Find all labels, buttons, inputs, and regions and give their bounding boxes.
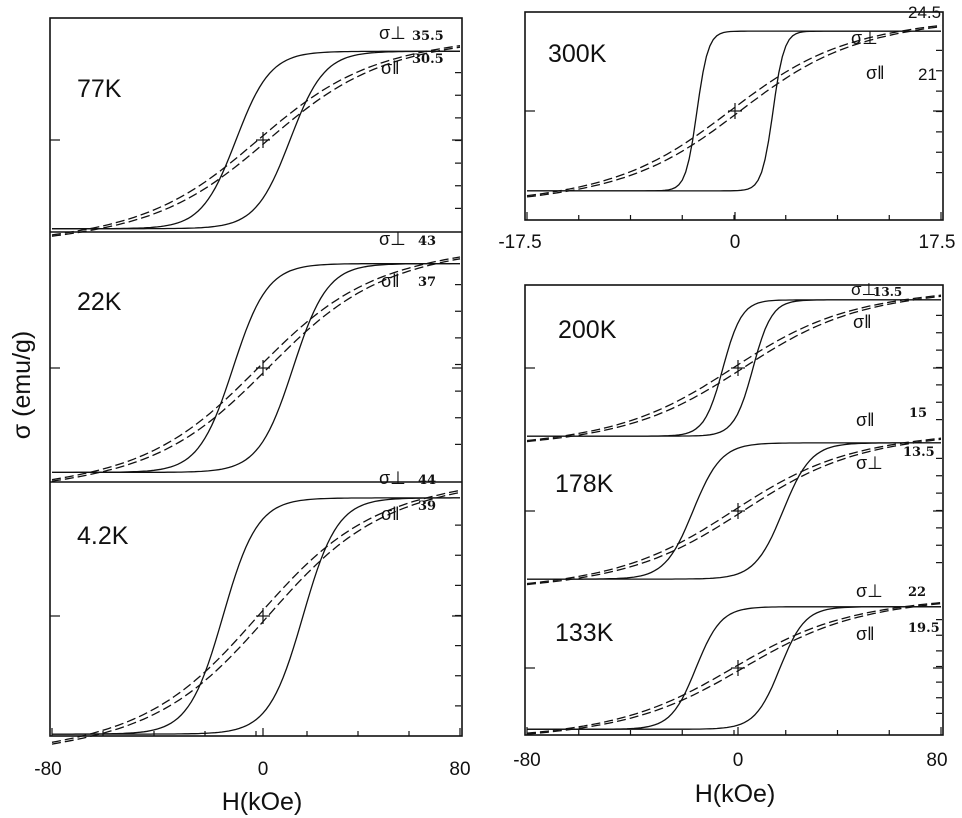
- temp-label-300k: 300K: [548, 40, 607, 68]
- temp-label-133k: 133K: [555, 619, 614, 647]
- y-axis-title: σ (emu/g): [8, 331, 36, 440]
- value-label-77k-perp: 35.5: [412, 29, 444, 44]
- value-label-77k-par: 30.5: [412, 52, 444, 67]
- right-x-tick-0: 0: [733, 750, 744, 771]
- temp-label-178k: 178K: [555, 470, 614, 498]
- perp-branch-down-178k: [527, 442, 941, 580]
- ticks-layer: [50, 49, 943, 736]
- left-plot-frame: [49, 17, 463, 737]
- curves-layer: [51, 24, 942, 745]
- sigma-perp-label-300k: σ⊥: [851, 28, 878, 48]
- right-x-tick-80: 80: [926, 750, 947, 771]
- sigma-par-label-133k: σ‖: [856, 624, 875, 644]
- value-label-4k-par: 39: [418, 499, 436, 514]
- perp-branch-down-300k: [527, 30, 941, 192]
- sigma-par-label-178k: σ‖: [856, 410, 875, 430]
- sigma-par-label-4k: σ‖: [381, 504, 400, 524]
- right-x-axis-title: H(kOe): [695, 780, 776, 808]
- value-label-178k-perp: 13.5: [903, 445, 935, 460]
- value-label-300k-perp: 24.5: [908, 3, 941, 22]
- right-top-x-tick-neg: -17.5: [498, 232, 541, 253]
- left-x-tick-80: 80: [449, 759, 470, 780]
- perp-branch-down-77k: [52, 50, 460, 230]
- value-label-22k-par: 37: [418, 275, 436, 290]
- value-label-133k-par: 19.5: [908, 621, 940, 636]
- par-branch-down-77k: [51, 45, 461, 236]
- temp-label-22k: 22K: [77, 288, 122, 316]
- temp-label-200k: 200K: [558, 316, 617, 344]
- temp-label-77k: 77K: [77, 75, 122, 103]
- perp-branch-down-133k: [527, 606, 941, 730]
- sigma-perp-label-77k: σ⊥: [379, 23, 406, 43]
- sigma-perp-label-200k: σ⊥: [851, 280, 876, 299]
- perp-branch-down-4k: [52, 497, 460, 735]
- sigma-par-label-300k: σ‖: [866, 63, 885, 83]
- right-x-tick-neg80: -80: [513, 750, 540, 771]
- right-top-x-tick-pos: 17.5: [919, 232, 956, 253]
- perp-branch-down-22k: [52, 262, 460, 474]
- par-branch-up-4k: [51, 491, 461, 745]
- sigma-perp-label-133k: σ⊥: [856, 581, 883, 601]
- value-label-200k-perp: 13.5: [873, 285, 902, 299]
- value-label-4k-perp: 44: [418, 473, 436, 488]
- left-x-axis-title: H(kOe): [222, 788, 303, 816]
- par-branch-up-178k: [526, 438, 942, 586]
- sigma-par-label-77k: σ‖: [381, 58, 400, 78]
- sigma-perp-label-4k: σ⊥: [379, 468, 406, 488]
- par-branch-up-133k: [526, 602, 942, 735]
- par-branch-up-200k: [526, 295, 942, 443]
- sigma-perp-label-178k: σ⊥: [856, 453, 883, 473]
- sigma-par-label-22k: σ‖: [381, 271, 400, 291]
- left-x-tick-neg80: -80: [34, 759, 61, 780]
- right-top-x-tick-0: 0: [730, 232, 741, 253]
- left-x-tick-0: 0: [258, 759, 269, 780]
- par-branch-down-4k: [51, 489, 461, 743]
- value-label-178k-par: 15: [909, 406, 927, 421]
- sigma-par-label-200k: σ‖: [853, 312, 872, 332]
- sigma-perp-label-22k: σ⊥: [379, 229, 406, 249]
- perp-branch-down-200k: [527, 299, 941, 437]
- temp-label-4k: 4.2K: [77, 522, 129, 550]
- par-branch-down-133k: [526, 601, 942, 734]
- value-label-133k-perp: 22: [908, 585, 926, 600]
- par-branch-down-300k: [526, 24, 942, 197]
- par-branch-up-77k: [51, 46, 461, 237]
- value-label-22k-perp: 43: [418, 234, 436, 249]
- par-branch-down-22k: [51, 256, 461, 481]
- par-branch-up-22k: [51, 258, 461, 482]
- par-branch-up-300k: [526, 25, 942, 198]
- value-label-300k-par: 21: [918, 65, 937, 84]
